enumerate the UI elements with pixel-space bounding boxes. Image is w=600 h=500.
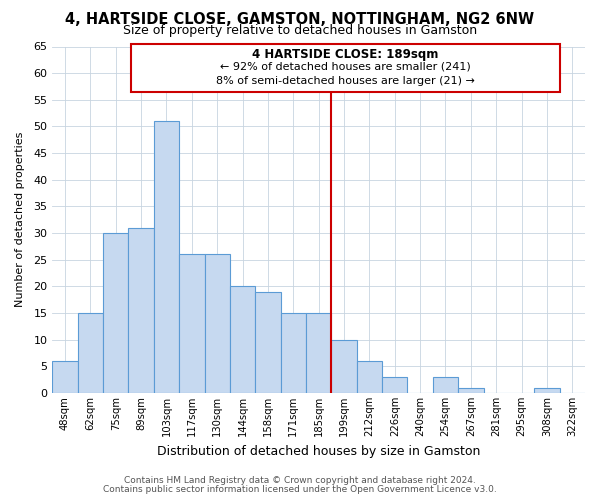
Bar bbox=[52, 361, 77, 393]
Bar bbox=[103, 233, 128, 393]
Text: Contains public sector information licensed under the Open Government Licence v3: Contains public sector information licen… bbox=[103, 485, 497, 494]
Bar bbox=[357, 361, 382, 393]
Y-axis label: Number of detached properties: Number of detached properties bbox=[15, 132, 25, 308]
Bar bbox=[331, 340, 357, 393]
Text: ← 92% of detached houses are smaller (241): ← 92% of detached houses are smaller (24… bbox=[220, 62, 470, 72]
Bar bbox=[230, 286, 255, 393]
Bar bbox=[154, 121, 179, 393]
X-axis label: Distribution of detached houses by size in Gamston: Distribution of detached houses by size … bbox=[157, 444, 481, 458]
Text: Size of property relative to detached houses in Gamston: Size of property relative to detached ho… bbox=[123, 24, 477, 37]
Bar bbox=[128, 228, 154, 393]
Bar bbox=[433, 377, 458, 393]
Bar bbox=[382, 377, 407, 393]
Bar bbox=[306, 313, 331, 393]
FancyBboxPatch shape bbox=[131, 44, 560, 92]
Bar bbox=[534, 388, 560, 393]
Text: Contains HM Land Registry data © Crown copyright and database right 2024.: Contains HM Land Registry data © Crown c… bbox=[124, 476, 476, 485]
Bar bbox=[205, 254, 230, 393]
Text: 4, HARTSIDE CLOSE, GAMSTON, NOTTINGHAM, NG2 6NW: 4, HARTSIDE CLOSE, GAMSTON, NOTTINGHAM, … bbox=[65, 12, 535, 28]
Bar bbox=[255, 292, 281, 393]
Bar bbox=[281, 313, 306, 393]
Text: 8% of semi-detached houses are larger (21) →: 8% of semi-detached houses are larger (2… bbox=[216, 76, 475, 86]
Bar bbox=[458, 388, 484, 393]
Bar bbox=[179, 254, 205, 393]
Bar bbox=[77, 313, 103, 393]
Text: 4 HARTSIDE CLOSE: 189sqm: 4 HARTSIDE CLOSE: 189sqm bbox=[252, 48, 439, 60]
